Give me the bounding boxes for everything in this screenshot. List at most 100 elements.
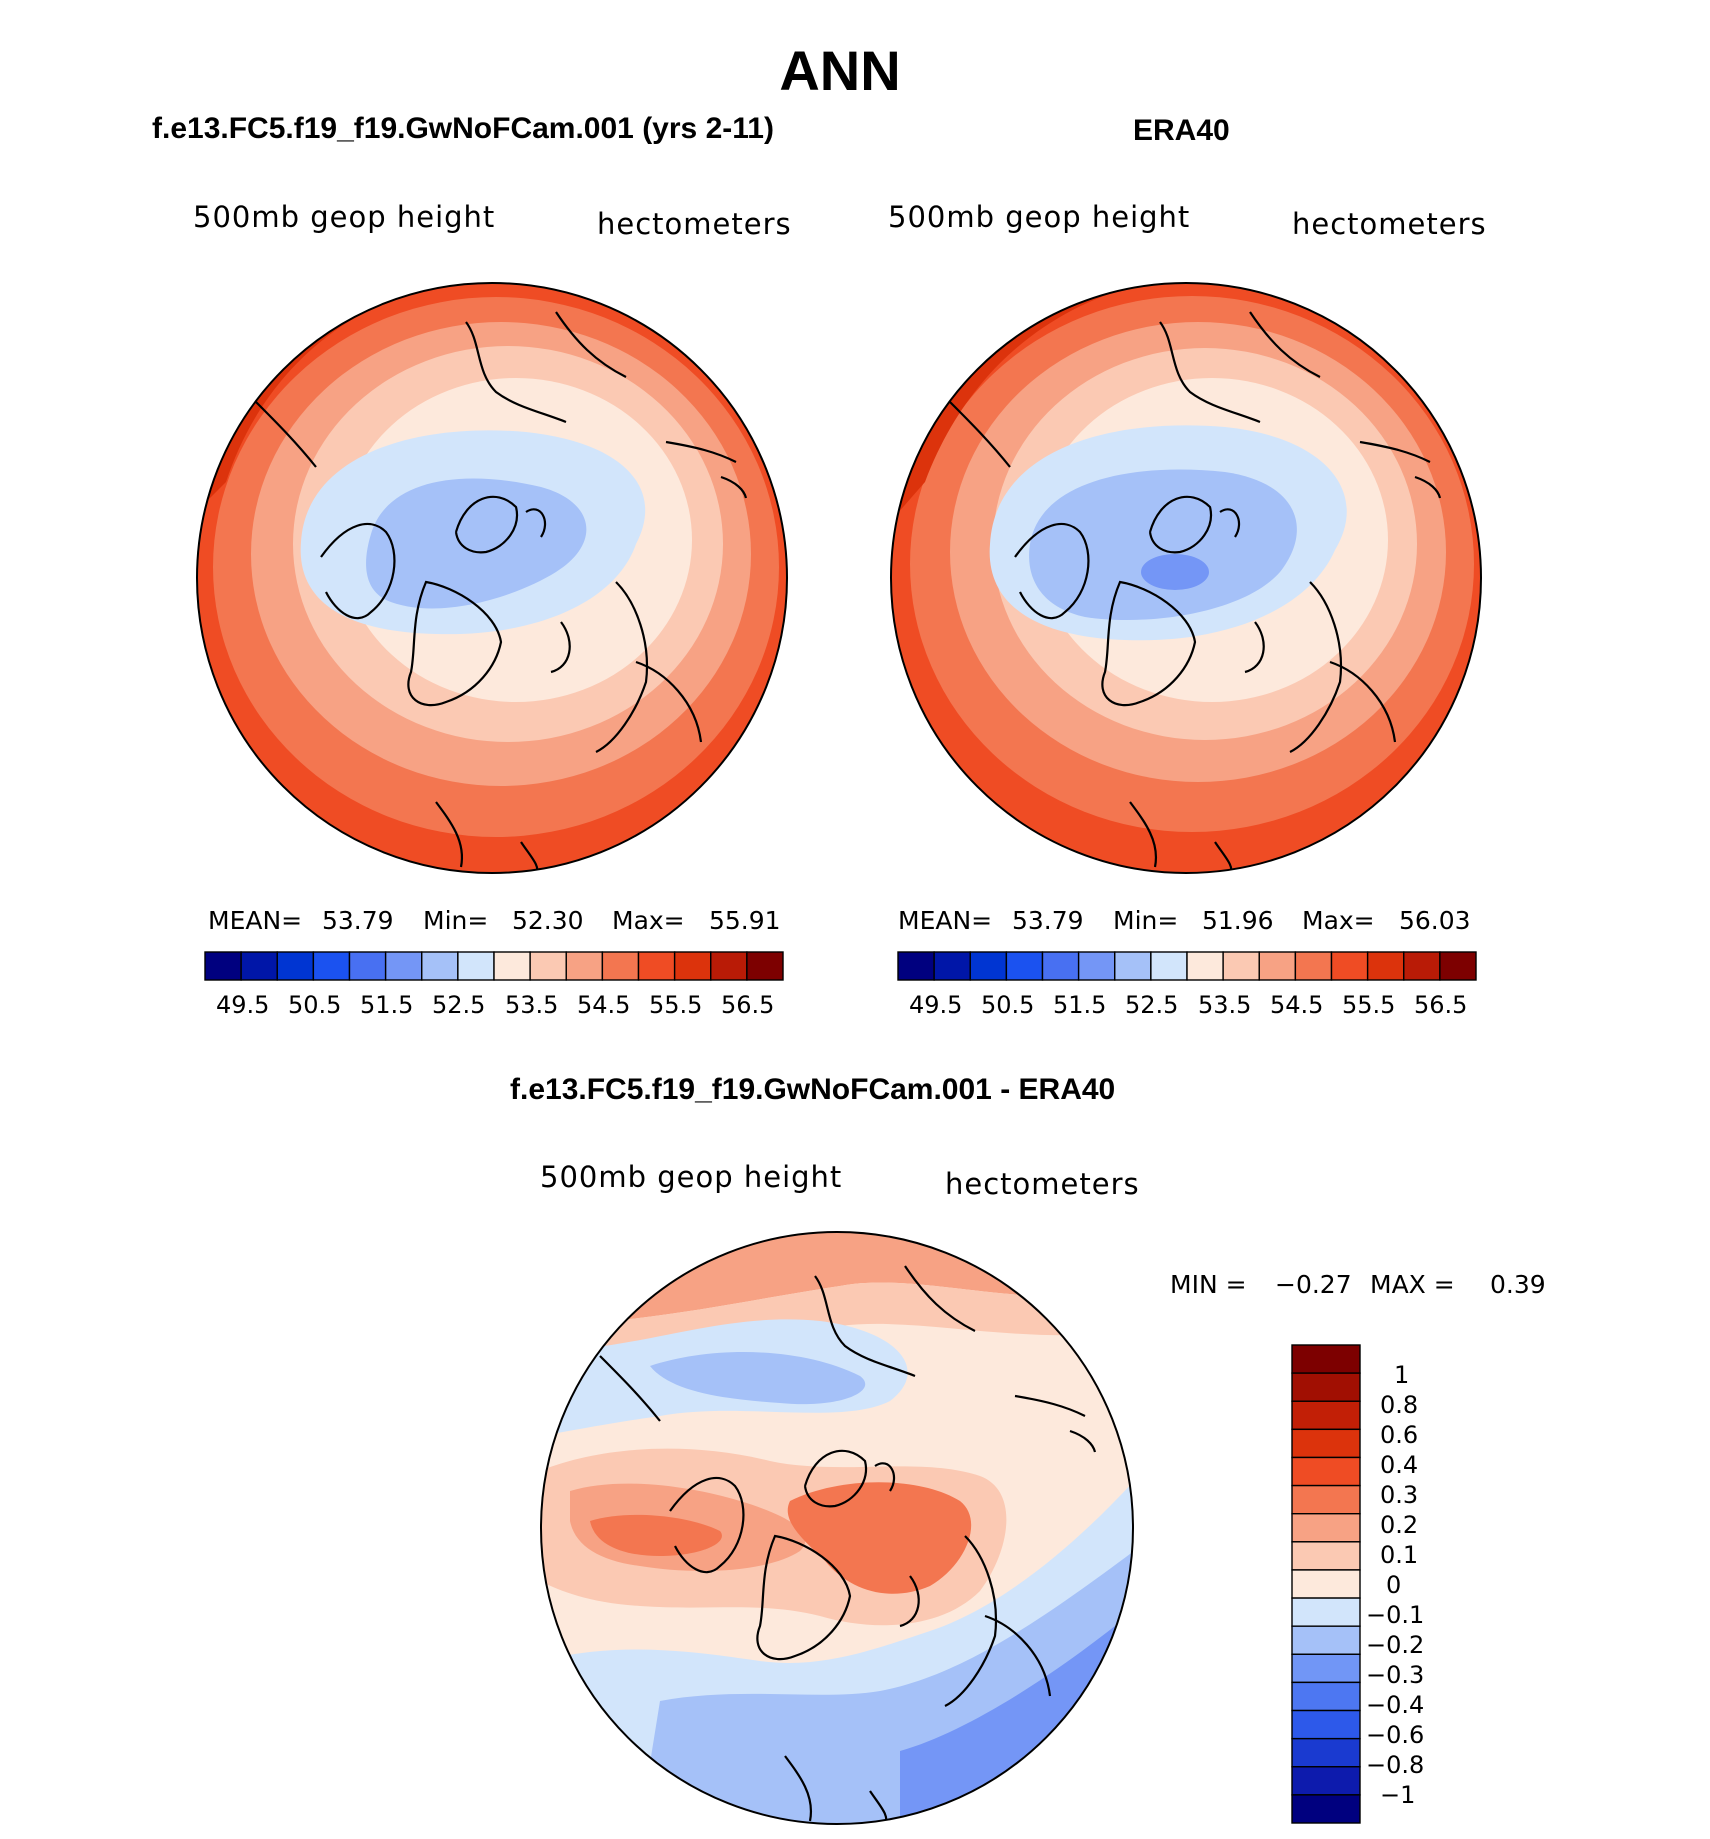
- colorbar-segment: [1114, 951, 1152, 981]
- colorbar-segment: [1186, 951, 1224, 981]
- colorbar-segment: [746, 951, 784, 981]
- panel1-max-label: Max=: [612, 906, 685, 935]
- panel2-variable: 500mb geop height: [888, 200, 1191, 234]
- panel1-tick: 56.5: [721, 991, 775, 1019]
- colorbar-segment: [1291, 1709, 1361, 1740]
- colorbar-segment: [421, 951, 459, 981]
- panel3-max-label: MAX =: [1370, 1270, 1455, 1299]
- panel1-mean-label: MEAN=: [208, 906, 303, 935]
- colorbar-segment: [1005, 951, 1044, 981]
- panel3-variable: 500mb geop height: [540, 1160, 843, 1194]
- panel3-tick: −0.4: [1366, 1691, 1425, 1719]
- panel3-tick: 0: [1386, 1571, 1402, 1599]
- panel3-tick: 0.4: [1380, 1451, 1419, 1479]
- colorbar-segment: [1291, 1428, 1361, 1459]
- colorbar-segment: [1150, 951, 1188, 981]
- band-low-3: [1141, 554, 1209, 590]
- panel1-units: hectometers: [597, 207, 792, 241]
- panel3-tick: 0.8: [1380, 1391, 1419, 1419]
- colorbar-segment: [933, 951, 971, 981]
- panel2-colorbar: [897, 951, 1477, 981]
- colorbar-segment: [1291, 1766, 1361, 1796]
- panel2-tick: 50.5: [981, 991, 1035, 1019]
- colorbar-segment: [1291, 1737, 1361, 1768]
- panel1-max-value: 55.91: [709, 906, 781, 935]
- panel2-tick: 51.5: [1053, 991, 1107, 1019]
- panel1-map: [196, 282, 788, 874]
- colorbar-segment: [1077, 951, 1116, 981]
- colorbar-segment: [1291, 1513, 1361, 1543]
- panel3-tick: −0.6: [1366, 1721, 1425, 1749]
- coastlines: [599, 1265, 1097, 1824]
- band-low-2: [366, 478, 587, 609]
- colorbar-segment: [348, 951, 387, 981]
- panel1-title: f.e13.FC5.f19_f19.GwNoFCam.001 (yrs 2-11…: [152, 112, 774, 145]
- panel1-variable: 500mb geop height: [193, 200, 496, 234]
- colorbar-segment: [1291, 1456, 1361, 1487]
- colorbar-segment: [897, 951, 935, 981]
- colorbar-segment: [204, 951, 242, 981]
- panel3-tick: 0.1: [1380, 1541, 1419, 1569]
- band-low-2: [1029, 469, 1297, 620]
- panel3-min-value: −0.27: [1275, 1270, 1352, 1299]
- colorbar-segment: [565, 951, 604, 981]
- panel2-mean-value: 53.79: [1012, 906, 1084, 935]
- panel1-tick: 53.5: [505, 991, 559, 1019]
- panel3-title: f.e13.FC5.f19_f19.GwNoFCam.001 - ERA40: [510, 1073, 1116, 1106]
- panel2-max-value: 56.03: [1399, 906, 1471, 935]
- panel3-tick: −0.2: [1366, 1631, 1425, 1659]
- panel3-tick: 0.3: [1380, 1481, 1419, 1509]
- colorbar-segment: [637, 951, 676, 981]
- panel1-tick: 51.5: [360, 991, 414, 1019]
- colorbar-segment: [601, 951, 640, 981]
- coastlines: [255, 311, 748, 873]
- panel3-max-value: 0.39: [1490, 1270, 1546, 1299]
- colorbar-segment: [710, 951, 748, 981]
- panel2-map: [890, 282, 1482, 874]
- panel3-tick: 0.6: [1380, 1421, 1419, 1449]
- colorbar-segment: [1041, 951, 1080, 981]
- colorbar-segment: [1291, 1681, 1361, 1712]
- colorbar-segment: [529, 951, 567, 981]
- panel2-tick: 53.5: [1198, 991, 1252, 1019]
- colorbar-segment: [1291, 1484, 1361, 1515]
- colorbar-segment: [1291, 1653, 1361, 1684]
- panel2-min-label: Min=: [1113, 906, 1179, 935]
- colorbar-segment: [1439, 951, 1477, 981]
- colorbar-segment: [1403, 951, 1441, 981]
- colorbar-segment: [1291, 1794, 1361, 1824]
- colorbar-segment: [1291, 1344, 1361, 1374]
- colorbar-segment: [1291, 1400, 1361, 1431]
- panel2-max-label: Max=: [1302, 906, 1375, 935]
- panel3-tick: −1: [1380, 1781, 1416, 1809]
- colorbar-segment: [493, 951, 531, 981]
- panel3-tick: −0.1: [1366, 1601, 1425, 1629]
- coastlines: [949, 311, 1442, 873]
- main-title: ANN: [779, 39, 901, 102]
- band-pos-mid4: [590, 1514, 722, 1556]
- colorbar-segment: [1294, 951, 1333, 981]
- colorbar-segment: [673, 951, 712, 981]
- panel3-units: hectometers: [945, 1167, 1140, 1201]
- panel2-mean-label: MEAN=: [898, 906, 993, 935]
- panel3-tick: 0.2: [1380, 1511, 1419, 1539]
- colorbar-segment: [457, 951, 495, 981]
- map-boundary: [890, 282, 1482, 874]
- panel3-tick: −0.8: [1366, 1751, 1425, 1779]
- panel1-tick: 55.5: [649, 991, 703, 1019]
- panel3-tick: −0.3: [1366, 1661, 1425, 1689]
- panel1-tick: 49.5: [216, 991, 270, 1019]
- colorbar-segment: [1258, 951, 1297, 981]
- panel1-colorbar: [204, 951, 784, 981]
- colorbar-segment: [240, 951, 278, 981]
- colorbar-segment: [1291, 1597, 1361, 1627]
- panel2-tick: 55.5: [1342, 991, 1396, 1019]
- panel1-tick: 54.5: [577, 991, 631, 1019]
- panel1-mean-value: 53.79: [322, 906, 394, 935]
- colorbar-segment: [1291, 1569, 1361, 1599]
- colorbar-segment: [1330, 951, 1369, 981]
- map-boundary: [540, 1231, 1134, 1825]
- panel1-tick: 52.5: [432, 991, 486, 1019]
- panel2-tick: 56.5: [1414, 991, 1468, 1019]
- colorbar-segment: [1366, 951, 1405, 981]
